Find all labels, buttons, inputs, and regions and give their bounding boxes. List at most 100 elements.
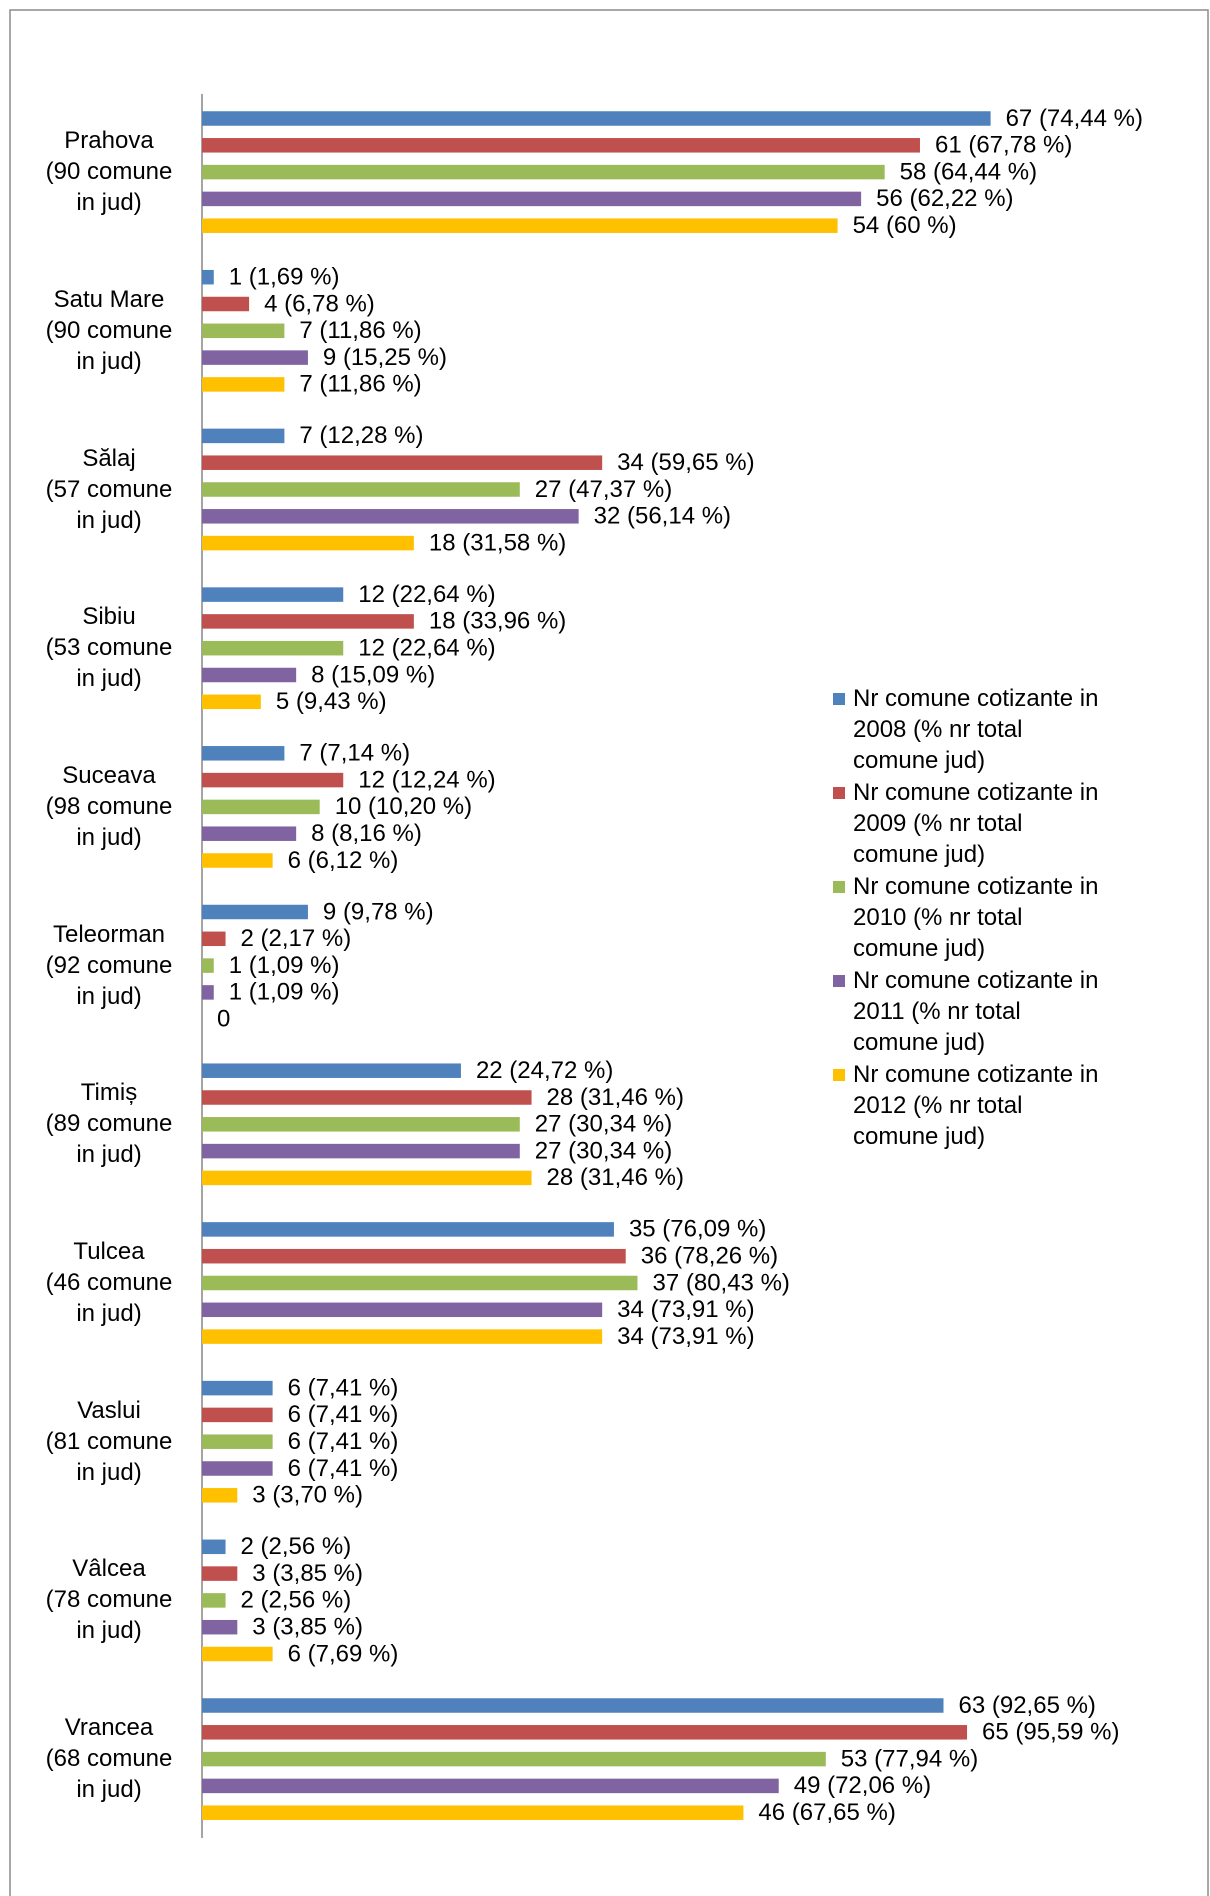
- data-label: 6 (7,41 %): [288, 1455, 399, 1482]
- bar: [202, 377, 285, 392]
- data-label: 0: [217, 1006, 230, 1033]
- bar: [202, 826, 297, 841]
- bar: [202, 694, 261, 710]
- data-label: 37 (80,43 %): [652, 1269, 789, 1296]
- data-label: 34 (73,91 %): [617, 1323, 754, 1350]
- bar: [202, 1778, 779, 1794]
- bar: [202, 455, 603, 470]
- bar: [202, 853, 273, 868]
- data-label: 12 (12,24 %): [358, 766, 495, 793]
- bar: [202, 1539, 226, 1555]
- data-label: 28 (31,46 %): [547, 1084, 684, 1111]
- category-label: Vaslui (81 comune in jud): [45, 1396, 173, 1486]
- data-label: 12 (22,64 %): [358, 635, 495, 662]
- data-label: 10 (10,20 %): [335, 793, 472, 820]
- data-label: 5 (9,43 %): [276, 688, 387, 715]
- data-label: 46 (67,65 %): [758, 1799, 895, 1826]
- bar: [202, 191, 862, 207]
- data-label: 27 (30,34 %): [535, 1137, 672, 1164]
- bar: [202, 1725, 968, 1740]
- data-label: 8 (8,16 %): [311, 820, 422, 847]
- bar: [202, 904, 308, 920]
- legend-label: Nr comune cotizante in 2011 (% nr total …: [853, 967, 1099, 1056]
- bar: [202, 1090, 532, 1105]
- data-label: 3 (3,85 %): [252, 1560, 363, 1587]
- data-label: 2 (2,56 %): [241, 1533, 352, 1560]
- data-label: 12 (22,64 %): [358, 581, 495, 608]
- data-label: 65 (95,59 %): [982, 1719, 1119, 1746]
- data-label: 36 (78,26 %): [641, 1243, 778, 1270]
- bar: [202, 535, 414, 551]
- data-label: 8 (15,09 %): [311, 661, 435, 688]
- bar: [202, 1170, 532, 1186]
- data-label: 7 (11,86 %): [299, 371, 421, 398]
- bar: [202, 640, 344, 656]
- bar: [202, 1063, 461, 1078]
- data-label: 18 (31,58 %): [429, 529, 566, 556]
- category-label: Suceava (98 comune in jud): [45, 761, 173, 851]
- bar: [202, 1646, 273, 1662]
- bar: [202, 111, 991, 126]
- data-label: 18 (33,96 %): [429, 608, 566, 635]
- bar: [202, 1805, 744, 1820]
- data-label: 1 (1,09 %): [229, 952, 340, 979]
- bar: [202, 958, 214, 973]
- legend-swatch: [833, 881, 845, 893]
- bar: [202, 931, 226, 947]
- data-label: 3 (3,85 %): [252, 1614, 363, 1641]
- data-label: 2 (2,56 %): [241, 1587, 352, 1614]
- bar: [202, 509, 579, 524]
- data-label: 6 (6,12 %): [288, 847, 399, 874]
- bar: [202, 1488, 238, 1503]
- data-label: 7 (12,28 %): [299, 422, 423, 449]
- bar: [202, 587, 344, 602]
- legend-label: Nr comune cotizante in 2009 (% nr total …: [853, 779, 1099, 868]
- category-label: Prahova (90 comune in jud): [45, 127, 173, 217]
- data-label: 2 (2,17 %): [241, 925, 352, 952]
- bar: [202, 1143, 520, 1159]
- bar: [202, 1593, 226, 1608]
- data-label: 58 (64,44 %): [900, 158, 1037, 185]
- category-label: Vâlcea (78 comune in jud): [45, 1555, 173, 1645]
- bar: [202, 1329, 603, 1344]
- data-label: 3 (3,70 %): [252, 1482, 363, 1509]
- data-label: 28 (31,46 %): [547, 1164, 684, 1191]
- bar: [202, 1380, 273, 1396]
- category-label: Teleorman (92 comune in jud): [45, 920, 173, 1010]
- legend-swatch: [833, 975, 845, 987]
- data-label: 61 (67,78 %): [935, 132, 1072, 159]
- bar: [202, 985, 214, 1000]
- data-label: 6 (7,41 %): [288, 1428, 399, 1455]
- bar: [202, 614, 414, 629]
- bar: [202, 799, 320, 815]
- data-label: 34 (73,91 %): [617, 1296, 754, 1323]
- bar: [202, 1407, 273, 1423]
- category-label: Sibiu (53 comune in jud): [45, 603, 173, 693]
- bar: [202, 1434, 273, 1449]
- data-label: 1 (1,69 %): [229, 264, 340, 291]
- bar: [202, 746, 285, 761]
- bar: [202, 482, 520, 497]
- legend-swatch: [833, 787, 845, 799]
- data-label: 6 (7,41 %): [288, 1401, 399, 1428]
- bar: [202, 164, 885, 180]
- data-label: 54 (60 %): [853, 212, 957, 239]
- bar: [202, 667, 297, 683]
- category-label: Tulcea (46 comune in jud): [45, 1238, 173, 1327]
- data-label: 7 (7,14 %): [299, 740, 410, 767]
- category-label: Timiș (89 comune in jud): [45, 1079, 173, 1169]
- data-label: 9 (9,78 %): [323, 898, 434, 925]
- bar: [202, 428, 285, 444]
- data-label: 53 (77,94 %): [841, 1745, 978, 1772]
- data-label: 22 (24,72 %): [476, 1057, 613, 1084]
- data-label: 35 (76,09 %): [629, 1216, 766, 1243]
- legend-label: Nr comune cotizante in 2010 (% nr total …: [853, 873, 1099, 962]
- bar: [202, 218, 838, 233]
- data-label: 67 (74,44 %): [1006, 105, 1143, 132]
- data-label: 1 (1,09 %): [229, 979, 340, 1006]
- data-label: 4 (6,78 %): [264, 290, 375, 317]
- bar: [202, 1751, 826, 1767]
- bar: [202, 1698, 944, 1713]
- bar: [202, 1461, 273, 1476]
